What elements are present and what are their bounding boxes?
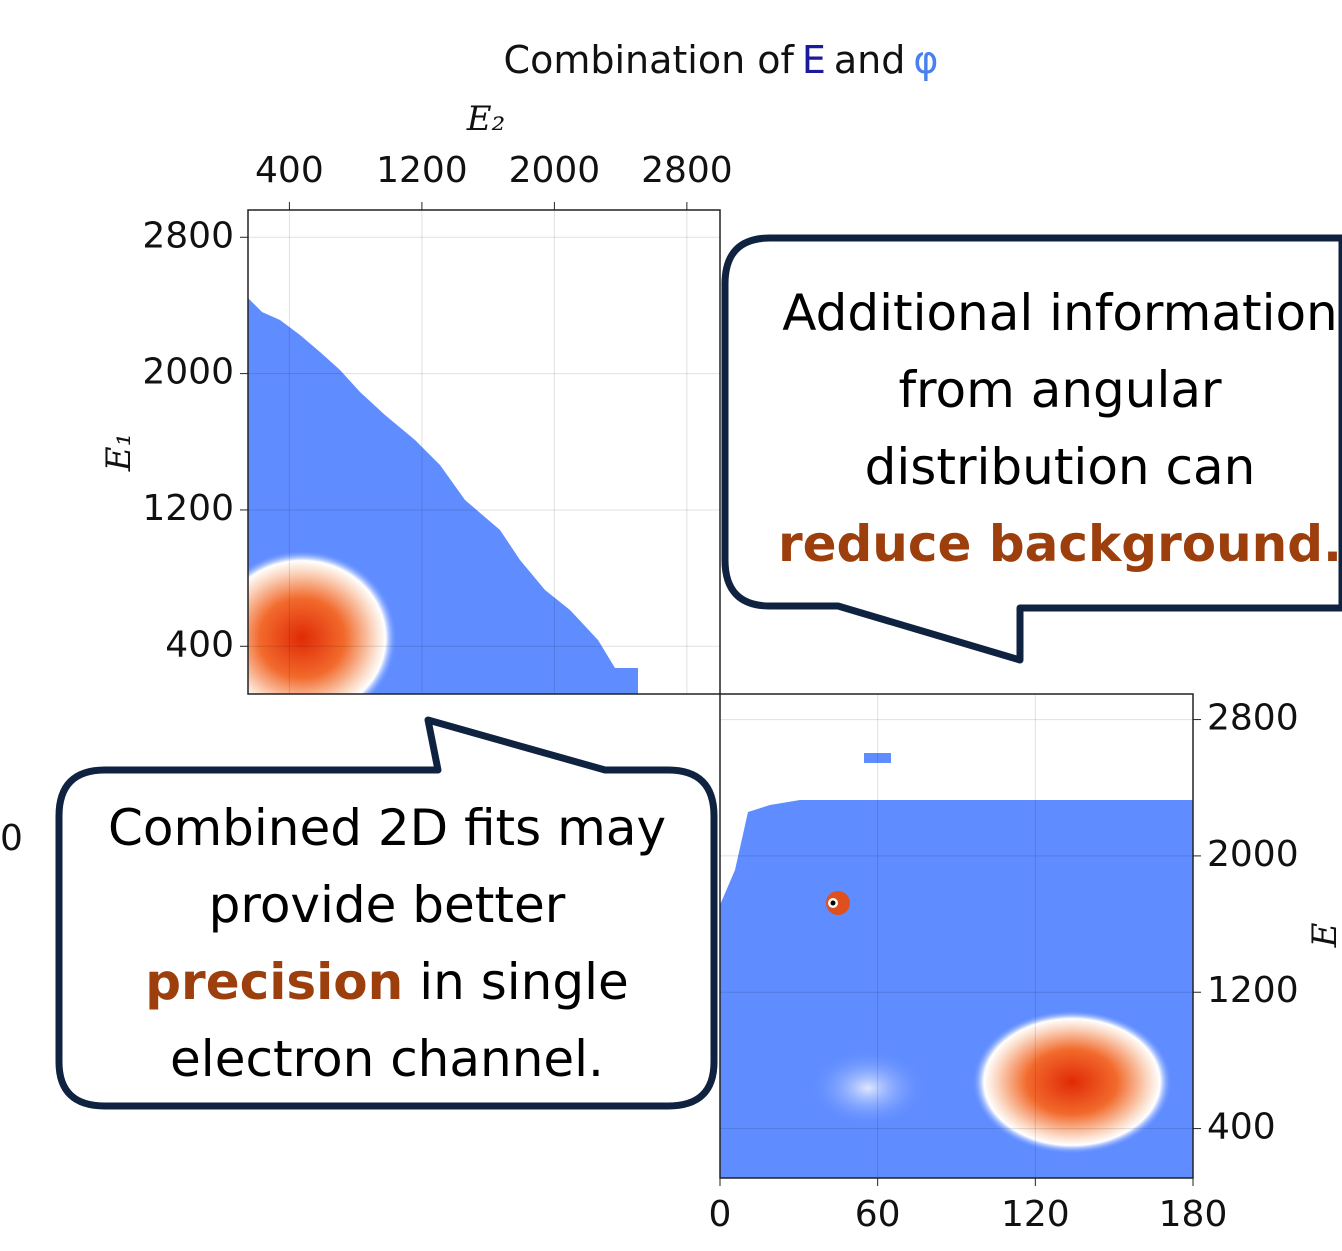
y-tick-label: 2800: [142, 215, 234, 256]
y-tick-label: 1200: [142, 488, 234, 529]
text-segment: distribution can: [865, 438, 1256, 496]
title-phi: φ: [913, 38, 939, 82]
y-tick-label: 2000: [142, 352, 234, 393]
text-segment: Additional information: [782, 284, 1337, 342]
text-segment: provide better: [209, 876, 566, 934]
x-tick-label: 1200: [376, 150, 468, 191]
x-tick-label: 60: [855, 1194, 901, 1235]
text-segment: electron channel.: [170, 1030, 604, 1088]
y-axis-label: E₁: [99, 433, 139, 472]
callout-text: distribution can: [865, 438, 1256, 496]
x-tick-label: 180: [1159, 1194, 1228, 1235]
highlight-text: precision: [145, 953, 403, 1011]
highlight-text: reduce background.: [778, 515, 1342, 573]
x-tick-label: 2000: [509, 150, 601, 191]
x-tick-label: 2800: [641, 150, 733, 191]
callout-bubble: [55, 716, 718, 1110]
side-tick: 0: [0, 818, 23, 859]
callout-text: Additional information: [782, 284, 1337, 342]
text-segment: from angular: [898, 361, 1222, 419]
callout-text: precision in single: [145, 953, 628, 1011]
callout-bubble: [721, 234, 1342, 664]
x-tick-label: 400: [255, 150, 324, 191]
callout-text: from angular: [898, 361, 1222, 419]
plot-frame: [247, 209, 721, 695]
heatmap-2: [720, 753, 1193, 1178]
x-axis-label: E₂: [466, 99, 505, 139]
callout-text: electron channel.: [170, 1030, 604, 1088]
callout-text: Combined 2D fits may: [108, 799, 666, 857]
text-segment: in single: [419, 953, 629, 1011]
callout-text: reduce background.: [778, 515, 1342, 573]
title-text: and: [833, 38, 906, 82]
y-axis-label: E: [1305, 922, 1342, 948]
x-tick-label: 120: [1001, 1194, 1070, 1235]
x-tick-label: 0: [709, 1194, 732, 1235]
y-tick-label: 400: [1207, 1107, 1276, 1148]
text-segment: Combined 2D fits may: [108, 799, 666, 857]
y-tick-label: 2800: [1207, 698, 1299, 739]
plot-frame: [719, 693, 1194, 1179]
y-tick-label: 1200: [1207, 970, 1299, 1011]
y-tick-label: 400: [165, 624, 234, 665]
y-tick-label: 2000: [1207, 834, 1299, 875]
title-e: E: [801, 38, 826, 82]
title-text: Combination of: [503, 38, 794, 82]
heatmap-1: [248, 298, 638, 694]
callout-text: provide better: [209, 876, 566, 934]
